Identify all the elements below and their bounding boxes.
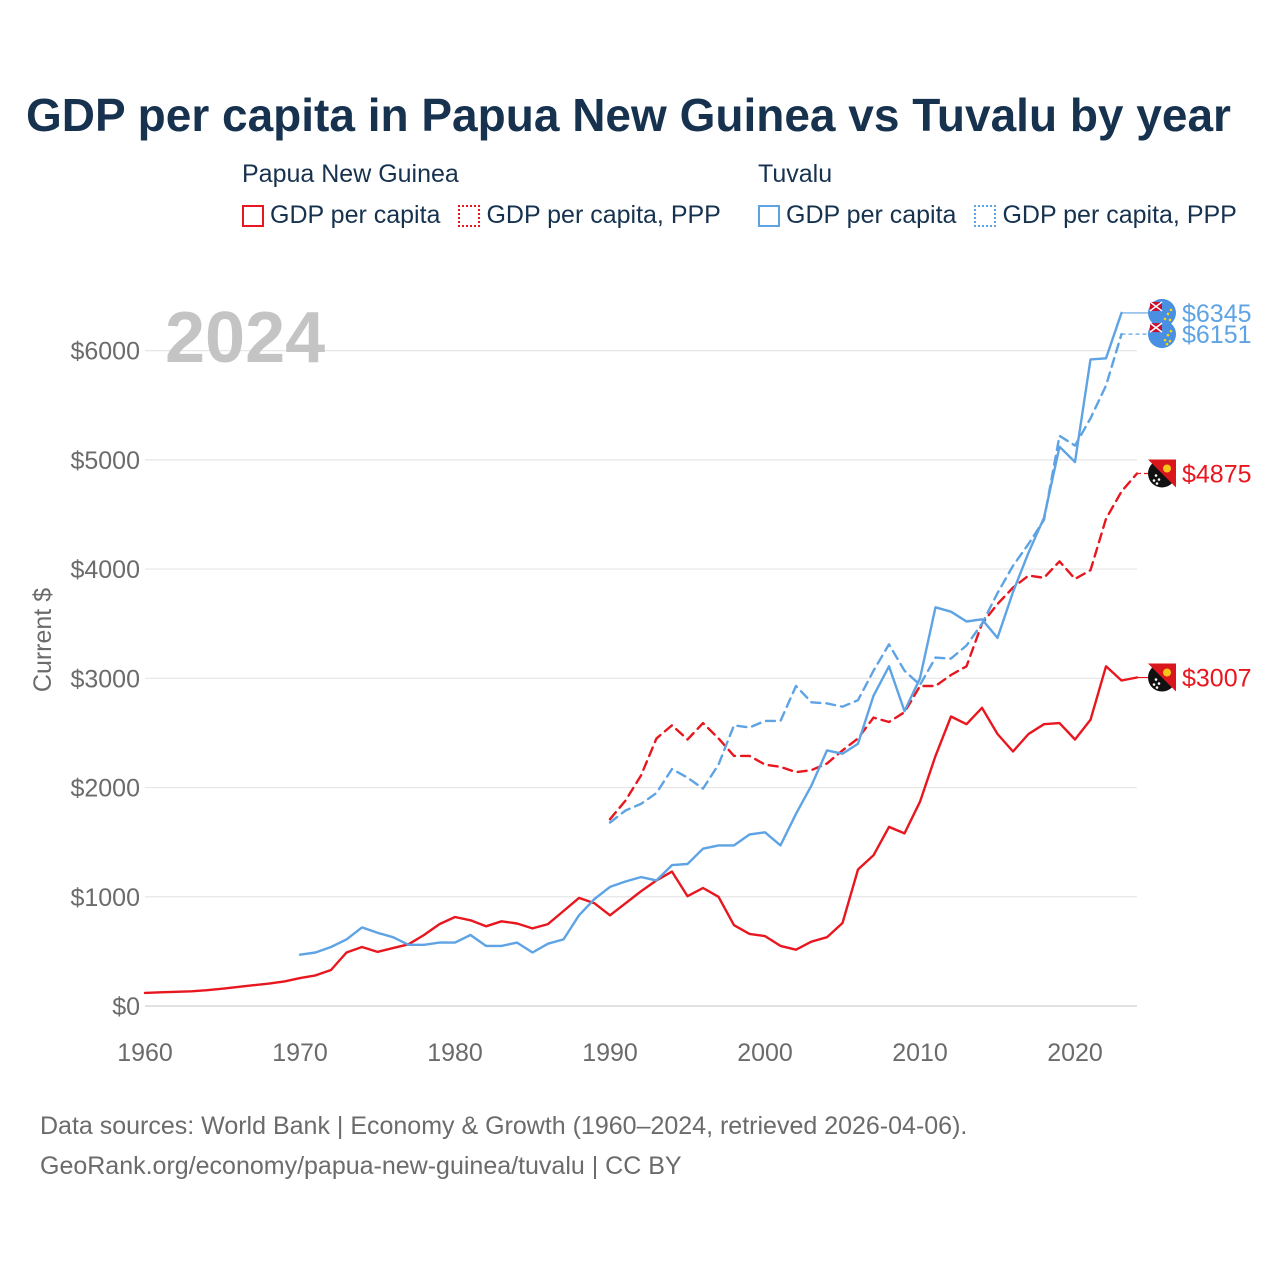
solid-line-swatch-icon <box>242 204 264 227</box>
dotted-line-swatch-icon <box>974 204 997 227</box>
flag-star <box>1168 339 1172 343</box>
dotted-line-swatch-icon <box>458 204 481 227</box>
legend-item-label: GDP per capita, PPP <box>486 201 721 229</box>
flag-star <box>1157 682 1161 685</box>
y-tick-label: $3000 <box>70 665 140 693</box>
flag-star <box>1152 479 1156 482</box>
papua-new-guinea-flag-icon <box>1148 663 1176 692</box>
x-tick-label: 2010 <box>892 1039 948 1067</box>
series-line-0[interactable] <box>143 665 1139 995</box>
flag-star <box>1166 333 1170 337</box>
x-tick-label: 2000 <box>737 1039 793 1067</box>
series-line-1[interactable] <box>608 472 1139 821</box>
legend-item-label: GDP per capita, PPP <box>1002 201 1237 229</box>
data-sources: Data sources: World Bank | Economy & Gro… <box>40 1106 967 1186</box>
y-tick-label: $1000 <box>70 884 140 912</box>
legend-item-label: GDP per capita <box>786 201 957 229</box>
flag-star <box>1163 317 1167 321</box>
end-value-label: $3007 <box>1182 665 1252 693</box>
flag-star <box>1152 683 1156 686</box>
y-axis-label: Current $ <box>29 588 57 692</box>
x-tick-label: 1970 <box>272 1039 328 1067</box>
x-axis-ticks: 1960 1970 1980 1990 2000 2010 2020 <box>117 1039 1103 1067</box>
end-markers: $3007 $4875 $6345$6151 <box>1121 298 1252 693</box>
legend-group-papua-new-guinea: Papua New Guinea GDP per capita GDP per … <box>242 160 721 230</box>
legend-item-tuvalu-gdp-ppp[interactable]: GDP per capita, PPP <box>974 201 1237 230</box>
series-lines <box>143 311 1139 995</box>
y-tick-label: $0 <box>112 993 140 1021</box>
flag-cross <box>1149 322 1163 333</box>
flag-star <box>1157 478 1161 481</box>
end-value-label: $4875 <box>1182 461 1252 489</box>
legend-item-tuvalu-gdp[interactable]: GDP per capita <box>758 201 956 230</box>
legend-group-tuvalu: Tuvalu GDP per capita GDP per capita, PP… <box>758 160 1237 230</box>
flag-star <box>1154 678 1158 681</box>
legend-item-label: GDP per capita <box>270 201 441 229</box>
legend-item-png-gdp[interactable]: GDP per capita <box>242 201 440 230</box>
flag-bird <box>1163 464 1171 473</box>
end-value-label: $6151 <box>1182 321 1252 349</box>
series-line-2[interactable] <box>298 311 1123 956</box>
legend-item-png-gdp-ppp[interactable]: GDP per capita, PPP <box>458 201 721 230</box>
x-tick-label: 1980 <box>427 1039 483 1067</box>
x-tick-label: 2020 <box>1047 1039 1103 1067</box>
y-tick-label: $4000 <box>70 556 140 584</box>
flag-star <box>1155 686 1159 689</box>
legend-group-title: Tuvalu <box>758 160 833 188</box>
tuvalu-flag-icon <box>1148 298 1176 327</box>
flag-star <box>1166 312 1170 316</box>
flag-cross <box>1149 301 1163 312</box>
flag-star <box>1165 342 1169 346</box>
tuvalu-flag-icon <box>1148 320 1176 349</box>
legend-group-title: Papua New Guinea <box>242 160 459 188</box>
flag-star <box>1155 482 1159 485</box>
solid-line-swatch-icon <box>758 204 780 227</box>
end-value-label: $6345 <box>1182 300 1252 328</box>
grid-lines <box>145 350 1137 1007</box>
source-line-1: Data sources: World Bank | Economy & Gro… <box>40 1112 968 1140</box>
year-watermark: 2024 <box>165 298 325 378</box>
x-tick-label: 1960 <box>117 1039 173 1067</box>
source-line-2[interactable]: GeoRank.org/economy/papua-new-guinea/tuv… <box>40 1152 682 1180</box>
chart-title: GDP per capita in Papua New Guinea vs Tu… <box>26 89 1231 141</box>
x-tick-label: 1990 <box>582 1039 638 1067</box>
y-axis-ticks: $0 $1000 $2000 $3000 $4000 $5000 $6000 <box>70 338 140 1021</box>
y-tick-label: $5000 <box>70 447 140 475</box>
flag-star <box>1169 329 1173 333</box>
flag-star <box>1163 338 1167 342</box>
y-tick-label: $6000 <box>70 338 140 366</box>
flag-star <box>1168 318 1172 322</box>
series-line-3[interactable] <box>608 332 1123 824</box>
y-tick-label: $2000 <box>70 775 140 803</box>
flag-star <box>1154 474 1158 477</box>
flag-star <box>1169 308 1173 312</box>
flag-bird <box>1163 668 1171 677</box>
papua-new-guinea-flag-icon <box>1148 459 1176 488</box>
